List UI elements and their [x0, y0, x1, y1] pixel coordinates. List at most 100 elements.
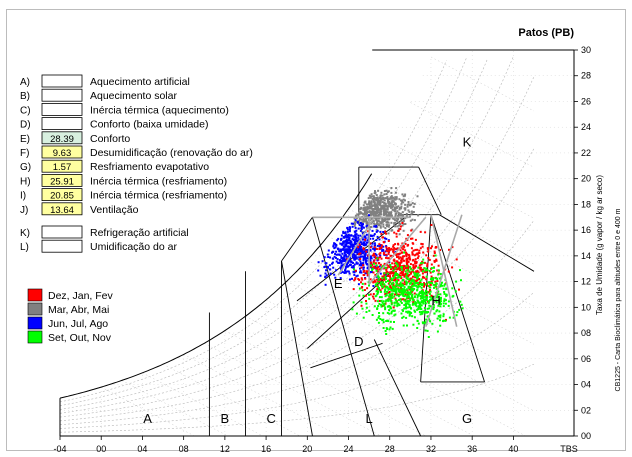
data-point	[430, 277, 433, 280]
data-point	[394, 273, 397, 276]
data-point	[425, 318, 428, 321]
data-point	[425, 275, 428, 278]
data-point	[384, 293, 387, 295]
data-point	[439, 314, 442, 317]
data-point	[345, 238, 348, 241]
data-point	[365, 311, 368, 313]
data-point	[399, 220, 402, 223]
data-point	[417, 283, 420, 286]
data-point	[377, 214, 380, 217]
data-point	[442, 302, 445, 305]
data-point	[409, 307, 412, 310]
data-point	[365, 300, 367, 302]
data-point	[350, 244, 353, 247]
data-point	[377, 223, 380, 226]
data-point	[419, 295, 422, 297]
zone-overlay-line	[425, 214, 463, 327]
wet-bulb-line	[410, 102, 535, 168]
data-point	[417, 300, 420, 303]
data-point	[405, 237, 408, 240]
data-point	[372, 293, 375, 295]
data-point	[349, 245, 352, 248]
data-point	[359, 250, 362, 253]
data-point	[355, 217, 358, 220]
data-point	[381, 305, 384, 307]
data-point	[375, 212, 378, 215]
data-point	[371, 213, 374, 216]
data-point	[388, 266, 391, 268]
data-point	[394, 271, 397, 274]
data-point	[385, 320, 388, 322]
data-point	[418, 274, 421, 277]
data-point	[390, 204, 393, 207]
data-point	[375, 257, 378, 260]
data-point	[376, 196, 379, 199]
x-tick-label: 40	[508, 444, 518, 454]
data-point	[380, 299, 383, 302]
data-point	[386, 305, 389, 308]
data-point	[377, 257, 380, 259]
data-point	[416, 319, 419, 322]
data-point	[395, 291, 397, 294]
data-point	[380, 244, 383, 247]
data-point	[435, 299, 438, 302]
data-point	[360, 241, 363, 244]
data-point	[415, 280, 418, 282]
data-point	[359, 271, 361, 274]
data-point	[344, 271, 347, 274]
data-point	[383, 241, 386, 244]
data-point	[336, 258, 339, 261]
y-tick-label: 06	[581, 354, 591, 364]
data-point	[347, 241, 350, 244]
data-point	[380, 305, 383, 308]
data-point	[389, 196, 392, 199]
data-point	[398, 257, 401, 260]
zone-legend-value: 1.57	[53, 162, 72, 173]
data-point	[369, 205, 372, 208]
zone-legend-value: 28.39	[50, 134, 74, 145]
data-point	[393, 198, 396, 200]
data-point	[385, 212, 388, 215]
data-point	[393, 252, 396, 255]
data-point	[438, 299, 440, 302]
zone-legend-code: K)	[20, 228, 30, 239]
data-point	[401, 266, 403, 268]
data-point	[407, 295, 410, 298]
data-point	[393, 295, 396, 298]
data-point	[412, 289, 414, 292]
data-point	[362, 274, 365, 276]
data-point	[405, 307, 407, 310]
data-point	[426, 329, 429, 332]
data-point	[395, 262, 398, 265]
data-point	[423, 282, 425, 285]
data-point	[376, 222, 378, 225]
wet-bulb-line	[183, 354, 340, 437]
data-point	[415, 272, 418, 275]
zone-legend-code: F)	[20, 148, 29, 159]
data-point	[393, 309, 396, 312]
data-point	[405, 316, 408, 319]
data-point	[370, 200, 373, 203]
data-point	[395, 300, 398, 303]
data-point	[365, 222, 368, 225]
data-point	[394, 277, 397, 279]
data-point	[414, 304, 417, 307]
data-point	[359, 227, 362, 230]
data-point	[443, 284, 446, 287]
data-point	[439, 324, 442, 327]
data-point	[386, 319, 389, 322]
data-point	[402, 248, 405, 251]
data-point	[399, 214, 402, 217]
data-point	[400, 202, 403, 205]
data-point	[371, 210, 374, 213]
series-legend-label: Set, Out, Nov	[48, 332, 112, 344]
data-point	[360, 301, 363, 304]
data-point	[368, 203, 371, 206]
data-point	[338, 253, 341, 256]
data-point	[372, 285, 375, 287]
data-point	[382, 248, 385, 251]
data-point	[357, 214, 360, 217]
data-point	[366, 249, 369, 251]
data-point	[368, 200, 371, 203]
data-point	[377, 275, 380, 278]
